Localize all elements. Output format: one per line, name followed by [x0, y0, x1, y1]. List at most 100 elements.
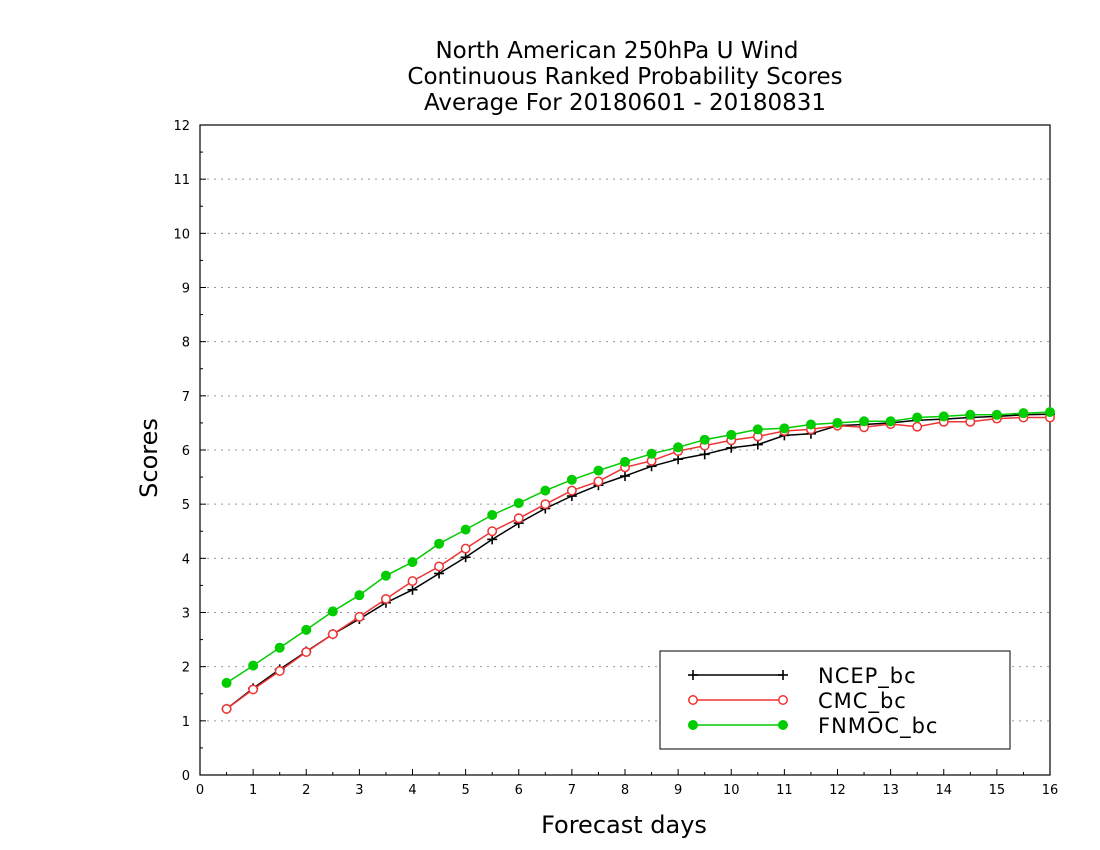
- data-point-ncep-bc: [699, 449, 710, 460]
- data-point-fnmoc-bc: [859, 416, 870, 427]
- x-tick-label: 5: [461, 783, 469, 798]
- data-point-fnmoc-bc: [407, 557, 418, 568]
- x-tick-label: 4: [408, 783, 416, 798]
- chart-title-line-2: Continuous Ranked Probability Scores: [407, 64, 842, 90]
- data-point-fnmoc-bc: [248, 660, 259, 671]
- x-tick-label: 2: [302, 783, 310, 798]
- data-point-fnmoc-bc: [1018, 408, 1029, 419]
- data-point-fnmoc-bc: [434, 538, 445, 549]
- x-tick-label: 8: [621, 783, 629, 798]
- data-point-cmc-bc: [274, 666, 285, 676]
- data-point-fnmoc-bc: [566, 474, 577, 485]
- y-tick-label: 10: [173, 227, 190, 242]
- data-point-ncep-bc: [460, 552, 471, 563]
- data-point-fnmoc-bc: [965, 409, 976, 420]
- y-tick-label: 5: [182, 498, 190, 513]
- series-fnmoc-bc: [221, 407, 1055, 688]
- data-point-fnmoc-bc: [593, 465, 604, 476]
- legend-marker: [778, 720, 788, 730]
- y-tick-label: 7: [182, 390, 190, 405]
- y-tick-label: 0: [182, 769, 190, 784]
- data-point-fnmoc-bc: [885, 416, 896, 427]
- series-line-fnmoc-bc: [226, 411, 1051, 684]
- data-point-fnmoc-bc: [991, 409, 1002, 420]
- y-tick-label: 12: [173, 119, 190, 134]
- data-point-cmc-bc: [434, 561, 445, 572]
- y-tick-label: 2: [182, 661, 190, 676]
- data-point-ncep-bc: [620, 471, 630, 481]
- x-tick-label: 9: [674, 783, 682, 798]
- data-point-cmc-bc: [566, 485, 577, 496]
- data-point-fnmoc-bc: [221, 677, 232, 688]
- data-point-fnmoc-bc: [354, 590, 365, 601]
- chart-title: North American 250hPa U Wind Continuous …: [407, 38, 842, 116]
- data-point-cmc-bc: [221, 703, 232, 714]
- y-tick-label: 8: [182, 336, 190, 351]
- data-point-ncep-bc: [407, 584, 418, 595]
- chart-title-line-3: Average For 20180601 - 20180831: [424, 90, 826, 116]
- x-tick-label: 0: [196, 783, 204, 798]
- x-tick-label: 3: [355, 783, 363, 798]
- data-point-fnmoc-bc: [513, 498, 524, 509]
- data-point-fnmoc-bc: [327, 606, 338, 617]
- data-point-fnmoc-bc: [1045, 407, 1055, 418]
- y-tick-label: 3: [182, 607, 190, 622]
- x-tick-label: 7: [568, 783, 576, 798]
- chart-title-line-1: North American 250hPa U Wind: [435, 38, 798, 64]
- y-axis-label: Scores: [135, 418, 163, 498]
- data-point-fnmoc-bc: [912, 412, 923, 423]
- legend-marker: [688, 720, 698, 730]
- data-point-cmc-bc: [513, 513, 524, 524]
- data-point-fnmoc-bc: [752, 424, 763, 435]
- data-point-fnmoc-bc: [301, 624, 312, 635]
- y-tick-label: 4: [182, 552, 190, 567]
- y-tick-label: 1: [182, 715, 190, 730]
- y-tick-label: 11: [173, 173, 190, 188]
- data-point-cmc-bc: [380, 594, 391, 604]
- data-point-cmc-bc: [912, 421, 923, 432]
- legend-marker: [778, 670, 788, 680]
- data-point-fnmoc-bc: [726, 429, 737, 440]
- legend-label: FNMOC_bc: [818, 714, 938, 739]
- data-point-fnmoc-bc: [460, 524, 471, 535]
- legend-item-ncep-bc: NCEP_bc: [688, 664, 917, 689]
- y-tick-label: 6: [182, 444, 190, 459]
- legend-marker: [778, 695, 788, 705]
- data-point-cmc-bc: [327, 629, 338, 640]
- x-tick-label: 12: [829, 783, 846, 798]
- x-tick-label: 11: [776, 783, 793, 798]
- data-point-fnmoc-bc: [779, 423, 790, 434]
- x-tick-label: 10: [723, 783, 740, 798]
- legend-item-cmc-bc: CMC_bc: [688, 689, 907, 714]
- plot-series: [221, 407, 1055, 714]
- legend-label: CMC_bc: [818, 689, 907, 714]
- legend-label: NCEP_bc: [818, 664, 917, 689]
- legend-marker: [688, 670, 698, 680]
- data-point-cmc-bc: [301, 647, 312, 657]
- x-tick-label: 6: [515, 783, 523, 798]
- y-tick-label: 9: [182, 282, 190, 297]
- x-tick-label: 15: [989, 783, 1006, 798]
- data-point-fnmoc-bc: [487, 510, 498, 520]
- data-point-cmc-bc: [248, 684, 259, 695]
- legend-marker: [688, 695, 698, 705]
- data-point-fnmoc-bc: [380, 570, 391, 581]
- x-tick-label: 1: [249, 783, 257, 798]
- data-point-cmc-bc: [460, 543, 471, 554]
- data-point-fnmoc-bc: [646, 448, 657, 459]
- data-point-fnmoc-bc: [938, 411, 949, 422]
- x-tick-label: 14: [935, 783, 952, 798]
- data-point-cmc-bc: [407, 576, 418, 587]
- data-point-cmc-bc: [540, 499, 551, 510]
- x-axis-label: Forecast days: [541, 811, 707, 839]
- data-point-fnmoc-bc: [805, 419, 816, 430]
- data-point-cmc-bc: [487, 526, 498, 537]
- x-tick-label: 16: [1042, 783, 1059, 798]
- data-point-fnmoc-bc: [274, 642, 285, 653]
- x-tick-label: 13: [882, 783, 899, 798]
- legend-item-fnmoc-bc: FNMOC_bc: [688, 714, 938, 739]
- data-point-fnmoc-bc: [540, 485, 551, 496]
